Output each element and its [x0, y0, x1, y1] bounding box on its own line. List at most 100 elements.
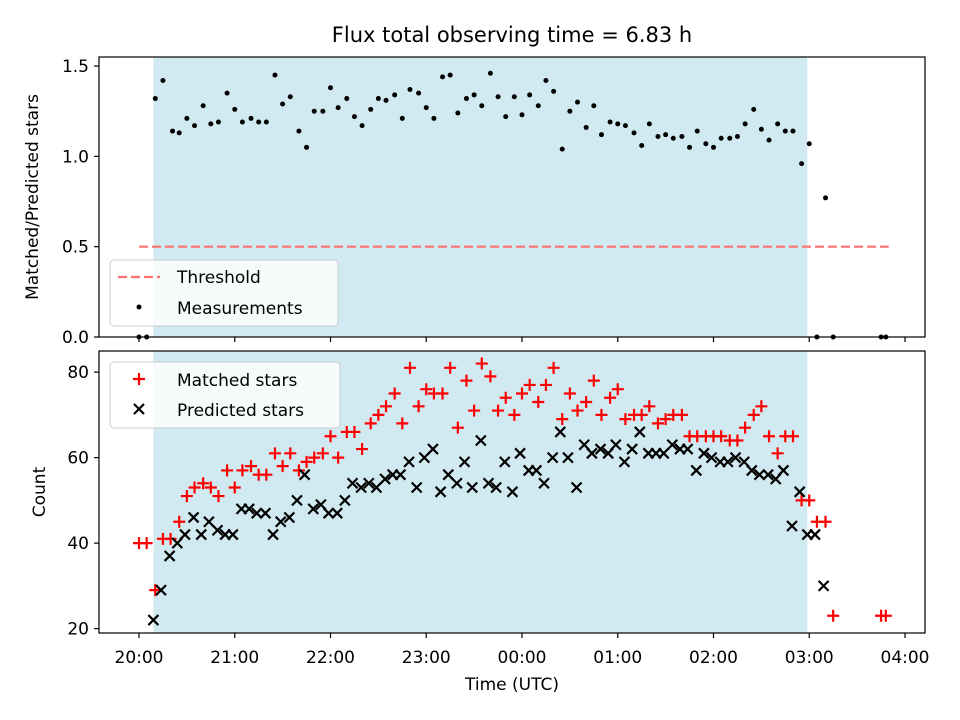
matched-star-point: [715, 430, 728, 443]
top-y-tick-label: 0.0: [62, 328, 89, 348]
bottom-legend-box: [109, 361, 341, 429]
matched-star-point: [204, 481, 217, 494]
measurement-point: [416, 90, 422, 96]
measurement-point: [224, 90, 230, 96]
matched-star-point: [635, 408, 648, 421]
top-y-axis-label: Matched/Predicted stars: [23, 94, 43, 300]
predicted-star-point: [618, 456, 631, 468]
measurement-point: [335, 105, 341, 111]
measurement-point: [583, 124, 589, 130]
predicted-star-point: [753, 468, 766, 481]
x-tick-label: 22:00: [306, 648, 355, 668]
matched-star-point: [412, 400, 425, 413]
measurement-point: [368, 106, 374, 112]
predicted-star-point: [610, 438, 622, 451]
measurement-point: [758, 126, 764, 132]
predicted-star-point: [482, 477, 495, 490]
predicted-stars-legend-marker: [133, 403, 145, 415]
x-axis-label: Time (UTC): [464, 675, 559, 695]
matched-star-point: [236, 464, 249, 477]
predicted-star-point: [777, 464, 790, 477]
measurement-point: [304, 144, 310, 150]
measurements-legend-marker: [136, 304, 142, 310]
predicted-star-point: [370, 481, 383, 494]
measurement-point: [455, 110, 461, 116]
predicted-star-point: [187, 511, 200, 524]
predicted-star-point: [530, 464, 543, 477]
measurement-point: [328, 85, 333, 91]
measurement-point: [823, 195, 829, 201]
predicted-star-point: [514, 447, 526, 460]
bottom-y-tick-label: 40: [67, 534, 89, 554]
predicted-star-point: [339, 494, 351, 507]
predicted-star-point: [562, 451, 574, 464]
measurement-point: [718, 135, 724, 141]
predicted-star-point: [442, 468, 455, 481]
matched-star-point: [595, 408, 608, 421]
matched-star-point: [316, 447, 329, 460]
measurement-point: [280, 101, 286, 107]
matched-star-point: [571, 404, 584, 417]
measurement-point: [399, 115, 405, 121]
matched-star-point: [475, 357, 488, 370]
top-x-ticks: [138, 337, 906, 342]
predicted-star-point: [626, 443, 638, 455]
matched-star-point: [547, 361, 560, 374]
matched-stars-legend-marker: [133, 373, 145, 385]
measurement-point: [670, 135, 676, 141]
predicted-star-point: [163, 550, 176, 562]
measurement-point: [407, 87, 413, 93]
matched-star-point: [149, 584, 162, 597]
predicted-star-point: [594, 443, 607, 455]
measurement-point: [170, 128, 176, 134]
predicted-star-point: [322, 507, 335, 519]
measurement-point: [296, 128, 302, 134]
top-y-tick-label: 1.0: [62, 147, 89, 167]
measurement-point: [742, 121, 748, 127]
predicted-star-point: [355, 481, 367, 494]
matched-star-point: [492, 404, 505, 417]
predicted-star-point: [458, 456, 471, 468]
bottom-legend: Matched stars Predicted stars: [109, 361, 341, 429]
measurement-point: [152, 96, 158, 102]
measurement-point: [375, 96, 381, 102]
predicted-star-point: [418, 451, 431, 464]
measurement-point: [479, 103, 485, 109]
predicted-star-point: [466, 481, 478, 494]
predicted-star-point: [394, 468, 407, 481]
top-y-tick-label: 0.5: [62, 238, 89, 258]
matched-star-point: [403, 361, 416, 374]
measurement-point: [392, 92, 398, 98]
measurement-point: [471, 92, 477, 98]
predicted-star-point: [633, 426, 646, 438]
matched-star-point: [300, 455, 313, 468]
measurement-point: [359, 123, 365, 129]
predicted-star-point: [554, 426, 567, 438]
measurement-point: [567, 108, 573, 114]
matched-star-point: [364, 417, 377, 430]
measurement-point: [192, 123, 198, 129]
predicted-star-point: [243, 503, 255, 515]
measurement-point: [320, 108, 326, 114]
measurement-point: [775, 121, 781, 127]
matched-star-point: [444, 361, 457, 374]
predicted-star-point: [586, 447, 598, 460]
predicted-stars-points: [147, 426, 830, 626]
matched-star-point: [292, 464, 305, 477]
predicted-star-point: [298, 468, 311, 481]
predicted-star-point: [274, 515, 287, 528]
measurement-point: [503, 114, 509, 120]
bottom-y-axis: 20 40 60 80: [67, 363, 99, 640]
matched-star-point: [460, 374, 473, 387]
bottom-panel-frame: [98, 350, 926, 634]
measurement-point: [344, 96, 350, 102]
matched-star-point: [436, 387, 449, 400]
predicted-star-point: [427, 443, 439, 455]
predicted-star-point: [546, 451, 559, 464]
measurement-point: [263, 119, 269, 125]
measurement-point: [311, 108, 317, 114]
predicted-star-point: [267, 528, 279, 541]
measurement-point: [160, 77, 166, 83]
x-tick-label: 01:00: [593, 648, 642, 668]
measurement-point: [383, 97, 389, 103]
